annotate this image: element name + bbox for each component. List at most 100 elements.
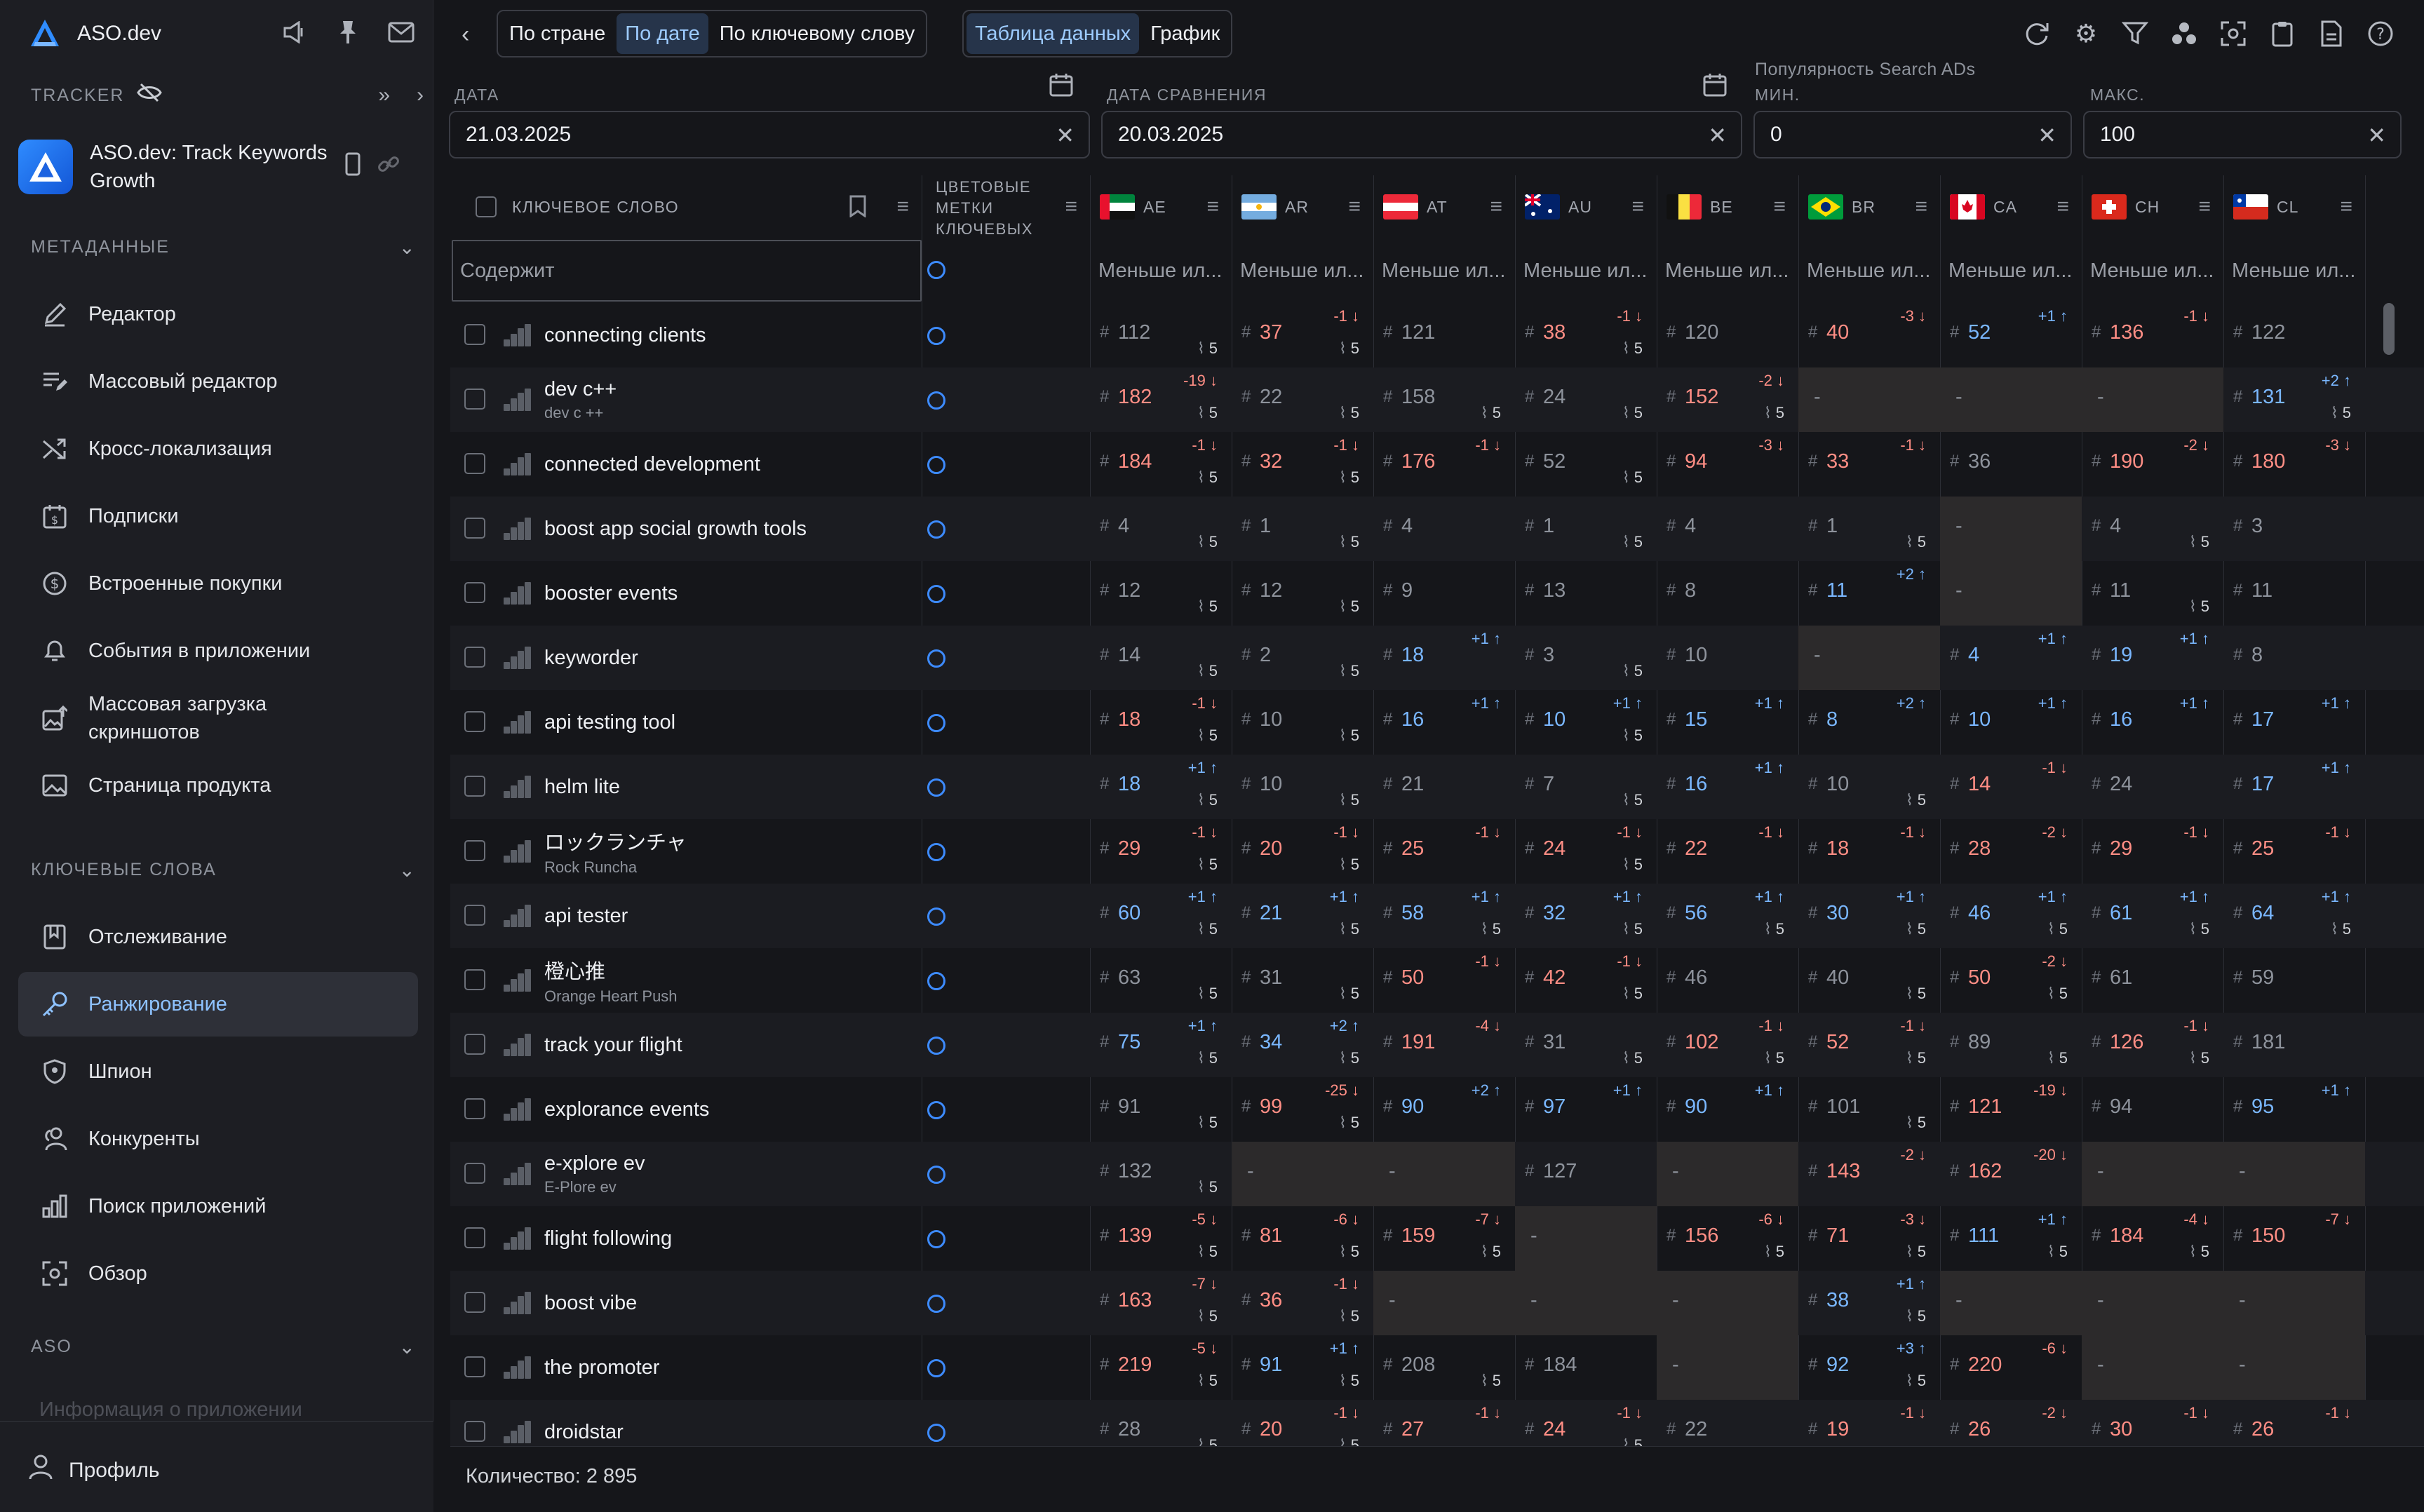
rank-cell[interactable]: - <box>2223 1335 2365 1400</box>
rank-cell[interactable]: #19 -1 ↓ <box>1798 1400 1940 1464</box>
color-label-icon[interactable] <box>927 1166 945 1184</box>
rank-cell[interactable]: #12 ⌇ 5 <box>1232 561 1373 626</box>
rank-cell[interactable]: #26 -1 ↓ <box>2223 1400 2365 1464</box>
table-row[interactable]: dev c++ dev c ++ #182 -19 ↓ ⌇ 5 #22 ⌇ 5 #158 ⌇ 5 #24… <box>450 367 2424 432</box>
country-filter-ae[interactable]: Меньше ил... <box>1098 259 1223 282</box>
rank-cell[interactable]: #46 <box>1657 948 1798 1013</box>
rank-cell[interactable]: #143 -2 ↓ <box>1798 1142 1940 1206</box>
rank-cell[interactable]: #14 -1 ↓ <box>1940 755 2082 819</box>
rank-cell[interactable]: - <box>1515 1206 1657 1271</box>
sidebar-item-kw-4[interactable]: Поиск приложений <box>18 1174 418 1238</box>
clipboard-icon[interactable] <box>2267 18 2298 49</box>
rank-cell[interactable]: - <box>1940 367 2082 432</box>
rank-cell[interactable]: #10 ⌇ 5 <box>1798 755 1940 819</box>
rank-cell[interactable]: #11 ⌇ 5 <box>2082 561 2223 626</box>
rank-cell[interactable]: - <box>2082 1142 2223 1206</box>
filter-icon[interactable] <box>2120 18 2150 49</box>
rank-cell[interactable]: #162 -20 ↓ <box>1940 1142 2082 1206</box>
table-row[interactable]: 橙心推 Orange Heart Push #63 ⌇ 5 #31 ⌇ 5 #50 -1 ↓ #42… <box>450 948 2424 1013</box>
rank-cell[interactable]: #42 -1 ↓ ⌇ 5 <box>1515 948 1657 1013</box>
rank-cell[interactable]: #40 ⌇ 5 <box>1798 948 1940 1013</box>
select-all-checkbox[interactable] <box>476 196 497 217</box>
rank-cell[interactable]: #16 +1 ↑ <box>1657 755 1798 819</box>
rank-cell[interactable]: - <box>2223 1271 2365 1335</box>
rank-cell[interactable]: #18 +1 ↑ <box>1373 626 1515 690</box>
rank-cell[interactable]: - <box>2082 1335 2223 1400</box>
phone-icon[interactable] <box>345 152 361 182</box>
rank-cell[interactable]: #4 ⌇ 5 <box>2082 497 2223 561</box>
column-menu-icon[interactable]: ≡ <box>1915 195 1927 218</box>
color-label-icon[interactable] <box>927 391 945 410</box>
sidebar-item-app-info[interactable]: Информация о приложении <box>39 1398 302 1419</box>
rank-cell[interactable]: #1 ⌇ 5 <box>1798 497 1940 561</box>
rank-cell[interactable]: #21 +1 ↑ ⌇ 5 <box>1232 884 1373 948</box>
rank-cell[interactable]: #219 -5 ↓ ⌇ 5 <box>1090 1335 1232 1400</box>
column-menu-icon[interactable]: ≡ <box>1348 195 1361 218</box>
tab-by-date[interactable]: По дате <box>617 13 708 54</box>
color-label-icon[interactable] <box>927 456 945 474</box>
rank-cell[interactable]: - <box>1657 1142 1798 1206</box>
rank-cell[interactable]: #92 +3 ↑ ⌇ 5 <box>1798 1335 1940 1400</box>
rank-cell[interactable]: #18 +1 ↑ ⌇ 5 <box>1090 755 1232 819</box>
double-chevron-right-icon[interactable]: » <box>378 83 390 107</box>
rank-cell[interactable]: - <box>1515 1271 1657 1335</box>
rank-cell[interactable]: #58 +1 ↑ ⌇ 5 <box>1373 884 1515 948</box>
rank-cell[interactable]: #8 +2 ↑ <box>1798 690 1940 755</box>
rank-cell[interactable]: #136 -1 ↓ <box>2082 303 2223 367</box>
rank-cell[interactable]: #131 +2 ↑ ⌇ 5 <box>2223 367 2365 432</box>
rank-cell[interactable]: - <box>1940 497 2082 561</box>
color-label-icon[interactable] <box>927 585 945 603</box>
section-keywords[interactable]: КЛЮЧЕВЫЕ СЛОВА ⌄ <box>31 854 417 885</box>
country-header-be[interactable]: BE ≡ <box>1657 175 1798 238</box>
rank-cell[interactable]: #10 ⌇ 5 <box>1232 690 1373 755</box>
bookmark-icon[interactable] <box>849 195 867 223</box>
cluster-icon[interactable] <box>2169 18 2200 49</box>
rank-cell[interactable]: #2 ⌇ 5 <box>1232 626 1373 690</box>
column-menu-icon[interactable]: ≡ <box>2056 195 2069 218</box>
table-row[interactable]: flight following #139 -5 ↓ ⌇ 5 #81 -6 ↓ ⌇ 5 #159 -… <box>450 1206 2424 1271</box>
rank-cell[interactable]: #94 -3 ↓ <box>1657 432 1798 497</box>
rank-cell[interactable]: #59 <box>2223 948 2365 1013</box>
rank-cell[interactable]: #29 -1 ↓ <box>2082 819 2223 884</box>
rank-cell[interactable]: - <box>1657 1271 1798 1335</box>
rank-cell[interactable]: #20 -1 ↓ ⌇ 5 <box>1232 819 1373 884</box>
rank-cell[interactable]: #31 ⌇ 5 <box>1515 1013 1657 1077</box>
rank-cell[interactable]: #25 -1 ↓ <box>2223 819 2365 884</box>
color-label-icon[interactable] <box>927 972 945 990</box>
rank-cell[interactable]: #10 ⌇ 5 <box>1232 755 1373 819</box>
rank-cell[interactable]: #4 +1 ↑ <box>1940 626 2082 690</box>
rank-cell[interactable]: - <box>1373 1142 1515 1206</box>
rank-cell[interactable]: #4 <box>1373 497 1515 561</box>
calendar-icon[interactable] <box>1703 73 1727 102</box>
rank-cell[interactable]: #32 +1 ↑ ⌇ 5 <box>1515 884 1657 948</box>
rank-cell[interactable]: #208 ⌇ 5 <box>1373 1335 1515 1400</box>
chevron-down-icon[interactable]: ⌄ <box>398 858 417 881</box>
column-menu-icon[interactable]: ≡ <box>1065 195 1077 218</box>
country-filter-cl[interactable]: Меньше ил... <box>2232 259 2356 282</box>
rank-cell[interactable]: #1 ⌇ 5 <box>1232 497 1373 561</box>
row-checkbox[interactable] <box>464 776 485 797</box>
sidebar-item-meta-3[interactable]: $ Подписки <box>18 484 418 548</box>
row-checkbox[interactable] <box>464 518 485 539</box>
rank-cell[interactable]: #31 ⌇ 5 <box>1232 948 1373 1013</box>
table-row[interactable]: boost vibe #163 -7 ↓ ⌇ 5 #36 -1 ↓ ⌇ 5 - - - #38 +1 ↑ ⌇… <box>450 1271 2424 1335</box>
clear-date-icon[interactable]: ✕ <box>1056 123 1075 148</box>
rank-cell[interactable]: #50 -2 ↓ ⌇ 5 <box>1940 948 2082 1013</box>
rank-cell[interactable]: #10 +1 ↑ ⌇ 5 <box>1515 690 1657 755</box>
rank-cell[interactable]: #12 ⌇ 5 <box>1090 561 1232 626</box>
rank-cell[interactable]: #22 -1 ↓ <box>1657 819 1798 884</box>
rank-cell[interactable]: #32 -1 ↓ ⌇ 5 <box>1232 432 1373 497</box>
country-header-cl[interactable]: CL ≡ <box>2223 175 2365 238</box>
section-metadata[interactable]: МЕТАДАННЫЕ ⌄ <box>31 231 417 262</box>
clear-compare-date-icon[interactable]: ✕ <box>1708 123 1727 148</box>
color-label-icon[interactable] <box>927 1359 945 1377</box>
eye-off-icon[interactable] <box>137 83 163 108</box>
link-icon[interactable] <box>377 153 400 181</box>
back-chevron-icon[interactable]: ‹ <box>462 21 470 48</box>
table-row[interactable]: ロックランチャ Rock Runcha #29 -1 ↓ ⌇ 5 #20 -1 ↓ ⌇ 5 #25 -… <box>450 819 2424 884</box>
rank-cell[interactable]: #28 -2 ↓ <box>1940 819 2082 884</box>
table-row[interactable]: booster events #12 ⌇ 5 #12 ⌇ 5 #9 #13 #8 #11 +2 ↑ - #… <box>450 561 2424 626</box>
country-header-ar[interactable]: AR ≡ <box>1232 175 1373 238</box>
rank-cell[interactable]: #191 -4 ↓ <box>1373 1013 1515 1077</box>
tab-by-country[interactable]: По стране <box>509 22 606 45</box>
